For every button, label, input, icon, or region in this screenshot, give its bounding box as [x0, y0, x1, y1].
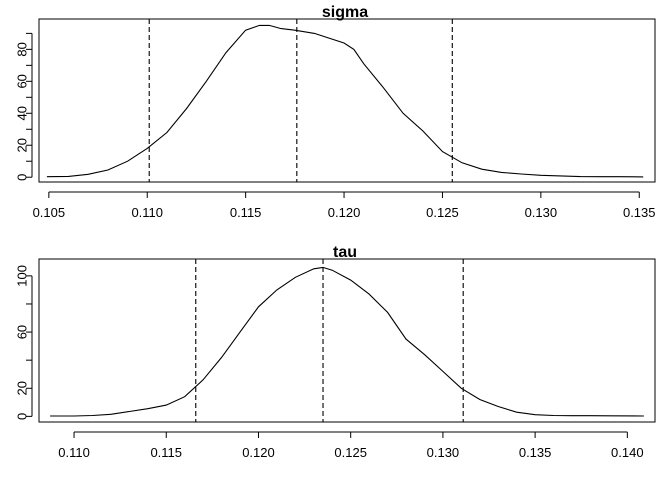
sigma-x-tick-label: 0.115 [230, 205, 262, 220]
sigma-y-tick-label: 20 [15, 138, 30, 152]
sigma-y-axis: 0 20 40 60 80 [15, 32, 33, 181]
tau-density-curves [50, 266, 644, 417]
sigma-y-tick-label: 40 [15, 106, 30, 120]
sigma-x-tick-label: 0.130 [525, 205, 558, 220]
sigma-reference-lines [148, 19, 453, 182]
sigma-x-tick-label: 0.110 [131, 205, 163, 220]
tau-x-tick-label: 0.130 [427, 445, 460, 460]
sigma-x-tick-label: 0.105 [33, 205, 66, 220]
tau-x-tick-label: 0.140 [611, 445, 644, 460]
sigma-y-tick-label: 60 [15, 74, 30, 88]
tau-y-tick-label: 0 [15, 413, 30, 420]
tau-x-tick-label: 0.135 [519, 445, 552, 460]
sigma-density-line [46, 24, 644, 178]
sigma-density-curves [46, 24, 644, 178]
tau-y-tick-label: 100 [15, 265, 30, 287]
sigma-x-axis: 0.105 0.110 0.115 0.120 0.125 0.130 0.135 [33, 191, 656, 220]
tau-x-tick-label: 0.125 [334, 445, 367, 460]
tau-y-tick-label: 20 [15, 381, 30, 395]
sigma-plot-frame [38, 18, 656, 183]
sigma-panel: sigma 0.105 0.110 0.115 0.120 0.125 0.130 0.13… [15, 4, 656, 220]
tau-density-line [50, 266, 644, 417]
tau-plot-frame [38, 258, 656, 423]
tau-reference-lines [195, 259, 464, 422]
tau-x-axis: 0.110 0.115 0.120 0.125 0.130 0.135 0.140 [58, 431, 644, 460]
sigma-x-tick-label: 0.125 [426, 205, 459, 220]
sigma-y-tick-label: 80 [15, 42, 30, 56]
tau-x-tick-label: 0.115 [150, 445, 182, 460]
tau-title: tau [333, 244, 357, 261]
tau-x-tick-label: 0.110 [58, 445, 90, 460]
sigma-x-tick-label: 0.135 [623, 205, 656, 220]
tau-x-tick-label: 0.120 [242, 445, 275, 460]
sigma-title: sigma [322, 4, 368, 21]
sigma-y-tick-label: 0 [15, 174, 30, 181]
sigma-x-tick-label: 0.120 [328, 205, 361, 220]
tau-panel: tau 0.110 0.115 0.120 0.125 0.130 0.135 0.140 … [15, 244, 656, 460]
tau-y-axis: 0 20 60 100 [15, 265, 33, 420]
tau-y-tick-label: 60 [15, 325, 30, 339]
